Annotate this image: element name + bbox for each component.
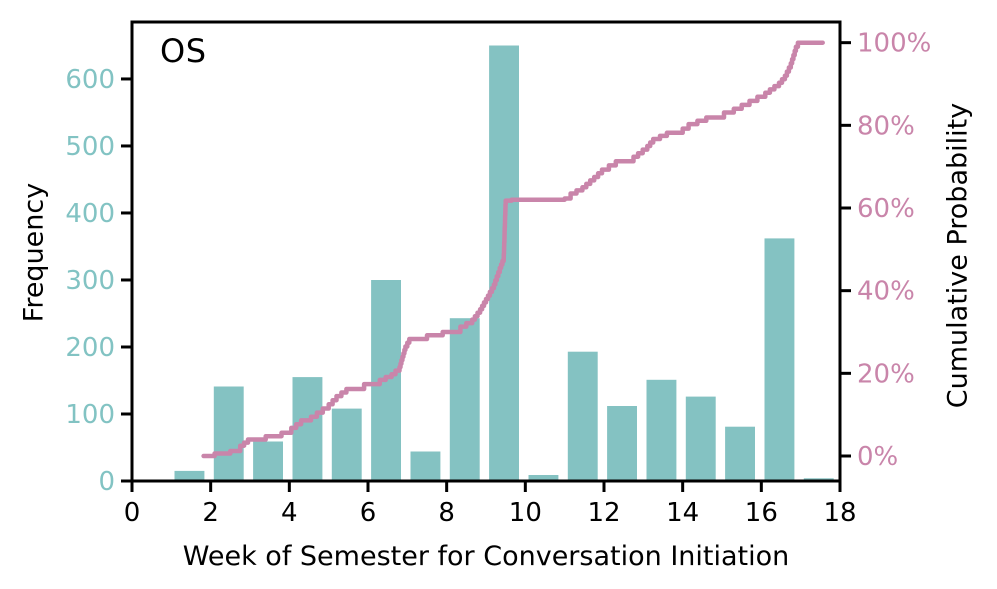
y-left-tick-label: 400 xyxy=(65,199,115,229)
y-left-tick-label: 300 xyxy=(65,266,115,296)
x-tick-label: 16 xyxy=(745,498,778,528)
y-left-tick-label: 100 xyxy=(65,400,115,430)
histogram-bar xyxy=(528,475,559,481)
x-axis-title: Week of Semester for Conversation Initia… xyxy=(182,541,790,572)
panel-label: OS xyxy=(160,32,207,70)
x-tick-label: 10 xyxy=(509,498,542,528)
y-left-tick-label: 500 xyxy=(65,132,115,162)
histogram-bar xyxy=(725,426,755,481)
x-tick-label: 18 xyxy=(823,498,856,528)
cumulative-line xyxy=(201,40,825,459)
y-left-axis-title: Frequency xyxy=(18,182,50,323)
histogram-bar xyxy=(213,386,244,481)
histogram-bar xyxy=(764,238,795,481)
x-tick-label: 12 xyxy=(587,498,620,528)
histogram-bar xyxy=(174,470,205,481)
histogram-bar xyxy=(646,379,677,481)
y-right-tick-label: 60% xyxy=(857,194,915,224)
y-right-tick-label: 80% xyxy=(857,111,915,141)
y-right-tick-label: 20% xyxy=(857,359,915,389)
x-tick-label: 4 xyxy=(281,498,298,528)
x-tick-label: 8 xyxy=(438,498,455,528)
histogram-bar xyxy=(410,451,441,481)
y-left-tick-label: 600 xyxy=(65,65,115,95)
y-right-tick-label: 40% xyxy=(857,277,915,307)
plot-frame xyxy=(130,20,842,483)
x-tick-label: 14 xyxy=(666,498,699,528)
histogram-bar xyxy=(685,396,716,481)
histogram-bar xyxy=(449,318,480,481)
histogram-bar xyxy=(607,406,637,481)
histogram-bar xyxy=(253,441,283,481)
y-right-tick-label: 0% xyxy=(857,442,898,472)
y-right-axis-title: Cumulative Probability xyxy=(942,102,974,409)
x-tick-label: 0 xyxy=(124,498,141,528)
y-right-tick-label: 100% xyxy=(857,29,931,59)
histogram-bar xyxy=(331,408,362,481)
x-tick-label: 6 xyxy=(360,498,377,528)
y-left-tick-label: 200 xyxy=(65,333,115,363)
histogram-bar xyxy=(567,351,598,481)
x-tick-label: 2 xyxy=(202,498,219,528)
y-left-tick-label: 0 xyxy=(98,467,115,497)
